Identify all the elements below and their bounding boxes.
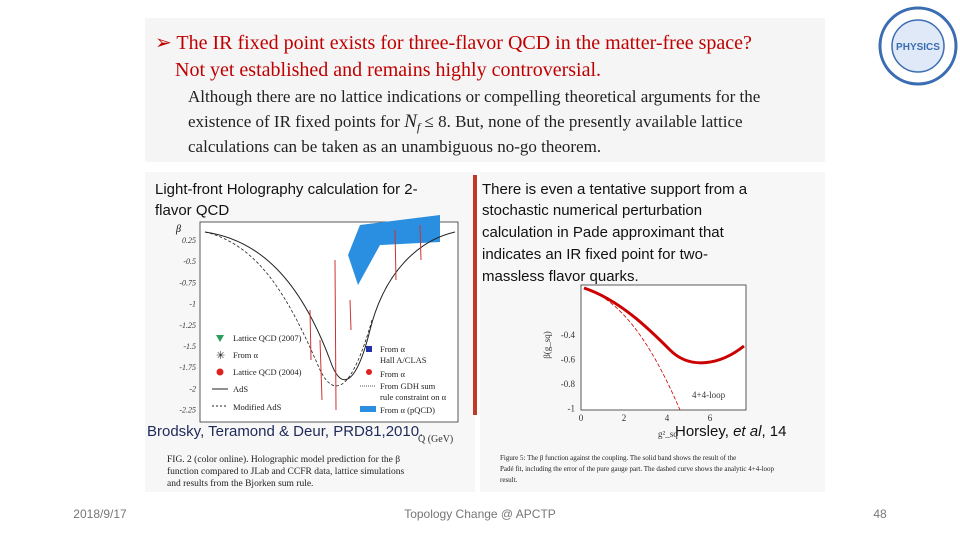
y-tick-label: -1 bbox=[189, 300, 196, 309]
y-ticks: -0.4 -0.6 -0.8 -1 bbox=[561, 330, 576, 414]
y-tick-label: -0.5 bbox=[183, 257, 196, 266]
legend-item: Lattice QCD (2004) bbox=[233, 367, 302, 377]
legend-item: From α bbox=[380, 344, 406, 354]
text-line: stochastic numerical perturbation bbox=[482, 202, 702, 219]
marker bbox=[216, 368, 224, 376]
x-label: g²_sq bbox=[658, 429, 678, 439]
text-line: There is even a tentative support from a bbox=[482, 181, 748, 198]
marker bbox=[216, 335, 224, 342]
ads-curve bbox=[204, 231, 456, 380]
left-citation: Brodsky, Teramond & Deur, PRD81,2010. bbox=[147, 423, 423, 440]
subline: Not yet established and remains highly c… bbox=[175, 59, 601, 81]
y-tick-label: -0.8 bbox=[561, 379, 576, 389]
pade-band bbox=[583, 286, 745, 365]
caption-line: Padé fit, including the error of the pur… bbox=[500, 465, 775, 473]
x-ticks: 0 2 4 6 bbox=[579, 413, 713, 423]
text-line: massless flavor quarks. bbox=[482, 268, 639, 285]
plot-frame bbox=[199, 221, 459, 423]
modified-ads-curve bbox=[204, 231, 373, 387]
legend-item: rule constraint on α bbox=[380, 392, 447, 402]
footer-page: 48 bbox=[873, 507, 887, 521]
text: existence of IR fixed points for bbox=[188, 112, 404, 131]
y-label: β bbox=[175, 224, 181, 235]
x-label: Q (GeV) bbox=[418, 434, 453, 445]
legend-item: From α bbox=[233, 350, 259, 360]
title-line: flavor QCD bbox=[155, 202, 229, 219]
x-tick-label: 2 bbox=[622, 413, 627, 423]
marker bbox=[366, 369, 372, 375]
footer-title: Topology Change @ APCTP bbox=[404, 507, 556, 521]
x-tick-label: 0 bbox=[579, 413, 584, 423]
y-tick-label: -1.75 bbox=[179, 363, 196, 372]
y-tick-label: -0.4 bbox=[561, 330, 576, 340]
text-line: indicates an IR fixed point for two- bbox=[482, 246, 708, 263]
legend-item: From α bbox=[380, 369, 406, 379]
legend-item: Modified AdS bbox=[233, 402, 282, 412]
loop-curve bbox=[583, 287, 681, 411]
symbol: N bbox=[403, 111, 418, 132]
curve-label: 4+4-loop bbox=[692, 390, 726, 400]
marker bbox=[360, 406, 376, 412]
body-line: existence of IR fixed points for Nf ≤ 8.… bbox=[188, 111, 743, 134]
legend-item: Lattice QCD (2007) bbox=[233, 333, 302, 343]
right-caption: Figure 5: The β function against the cou… bbox=[500, 454, 775, 484]
left-caption: FIG. 2 (color online). Holographic model… bbox=[167, 454, 404, 489]
y-tick-label: -1.5 bbox=[183, 342, 196, 351]
text: ≤ 8. But, none of the presently availabl… bbox=[420, 112, 742, 131]
subscript: f bbox=[417, 120, 422, 134]
legend-item: From GDH sum bbox=[380, 381, 436, 391]
x-tick-label: 4 bbox=[665, 413, 670, 423]
bullet: ➢ The IR fixed point exists for three-fl… bbox=[155, 32, 752, 54]
text: , 14 bbox=[761, 423, 786, 440]
y-tick-label: -2.25 bbox=[179, 406, 196, 415]
right-citation: Horsley, et al, 14 bbox=[675, 423, 786, 440]
left-title: Light-front Holography calculation for 2… bbox=[155, 181, 418, 219]
legend-item: From α (pQCD) bbox=[380, 405, 435, 415]
caption-line: Figure 5: The β function against the cou… bbox=[500, 454, 736, 462]
y-tick-label: -1.25 bbox=[179, 321, 196, 330]
band bbox=[348, 215, 440, 285]
y-ticks: 0.25 -0.5 -0.75 -1 -1.25 -1.5 -1.75 -2 -2.25 bbox=[179, 236, 196, 415]
title-line: Light-front Holography calculation for 2… bbox=[155, 181, 418, 198]
y-label: β(g_sq) bbox=[542, 331, 552, 359]
legend-item: Hall A/CLAS bbox=[380, 355, 427, 365]
legend-left: Lattice QCD (2007) ✳ From α Lattice QCD … bbox=[212, 333, 302, 412]
left-figure: 0.25 -0.5 -0.75 -1 -1.25 -1.5 -1.75 -2 -2.25 β L… bbox=[175, 215, 459, 445]
text-line: calculation in Pade approximant that bbox=[482, 224, 725, 241]
text: Horsley, bbox=[675, 423, 733, 440]
body-line: Although there are no lattice indication… bbox=[188, 87, 760, 106]
marker: ✳ bbox=[216, 350, 225, 362]
legend-item: AdS bbox=[233, 384, 248, 394]
x-tick-label: 6 bbox=[708, 413, 713, 423]
logo: PHYSICS bbox=[878, 6, 958, 86]
right-figure: -0.4 -0.6 -0.8 -1 0 2 4 6 β(g_sq) 4+4-loop g²_… bbox=[542, 284, 747, 439]
logo-core bbox=[891, 19, 945, 73]
caption-line: FIG. 2 (color online). Holographic model… bbox=[167, 454, 400, 465]
text: et al bbox=[733, 423, 762, 440]
y-tick-label: -0.75 bbox=[179, 278, 196, 287]
caption-line: result. bbox=[500, 476, 518, 484]
caption-line: function compared to JLab and CCFR data,… bbox=[167, 466, 404, 477]
y-tick-label: -1 bbox=[568, 404, 576, 414]
body-line: calculations can be taken as an unambigu… bbox=[188, 137, 601, 156]
marker bbox=[366, 346, 372, 352]
y-tick-label: 0.25 bbox=[182, 236, 196, 245]
caption-line: and results from the Bjorken sum rule. bbox=[167, 478, 313, 489]
footer-date: 2018/9/17 bbox=[73, 507, 127, 521]
y-tick-label: -0.6 bbox=[561, 355, 576, 365]
heading: ➢ The IR fixed point exists for three-fl… bbox=[155, 32, 760, 156]
legend-right: From α Hall A/CLAS From α From GDH sum r… bbox=[360, 344, 447, 415]
heading-box bbox=[145, 18, 825, 162]
logo-text: PHYSICS bbox=[896, 42, 940, 53]
y-tick-label: -2 bbox=[189, 384, 196, 393]
right-text: There is even a tentative support from a… bbox=[482, 181, 748, 285]
error-bars bbox=[309, 224, 422, 411]
plot-frame bbox=[580, 284, 747, 411]
